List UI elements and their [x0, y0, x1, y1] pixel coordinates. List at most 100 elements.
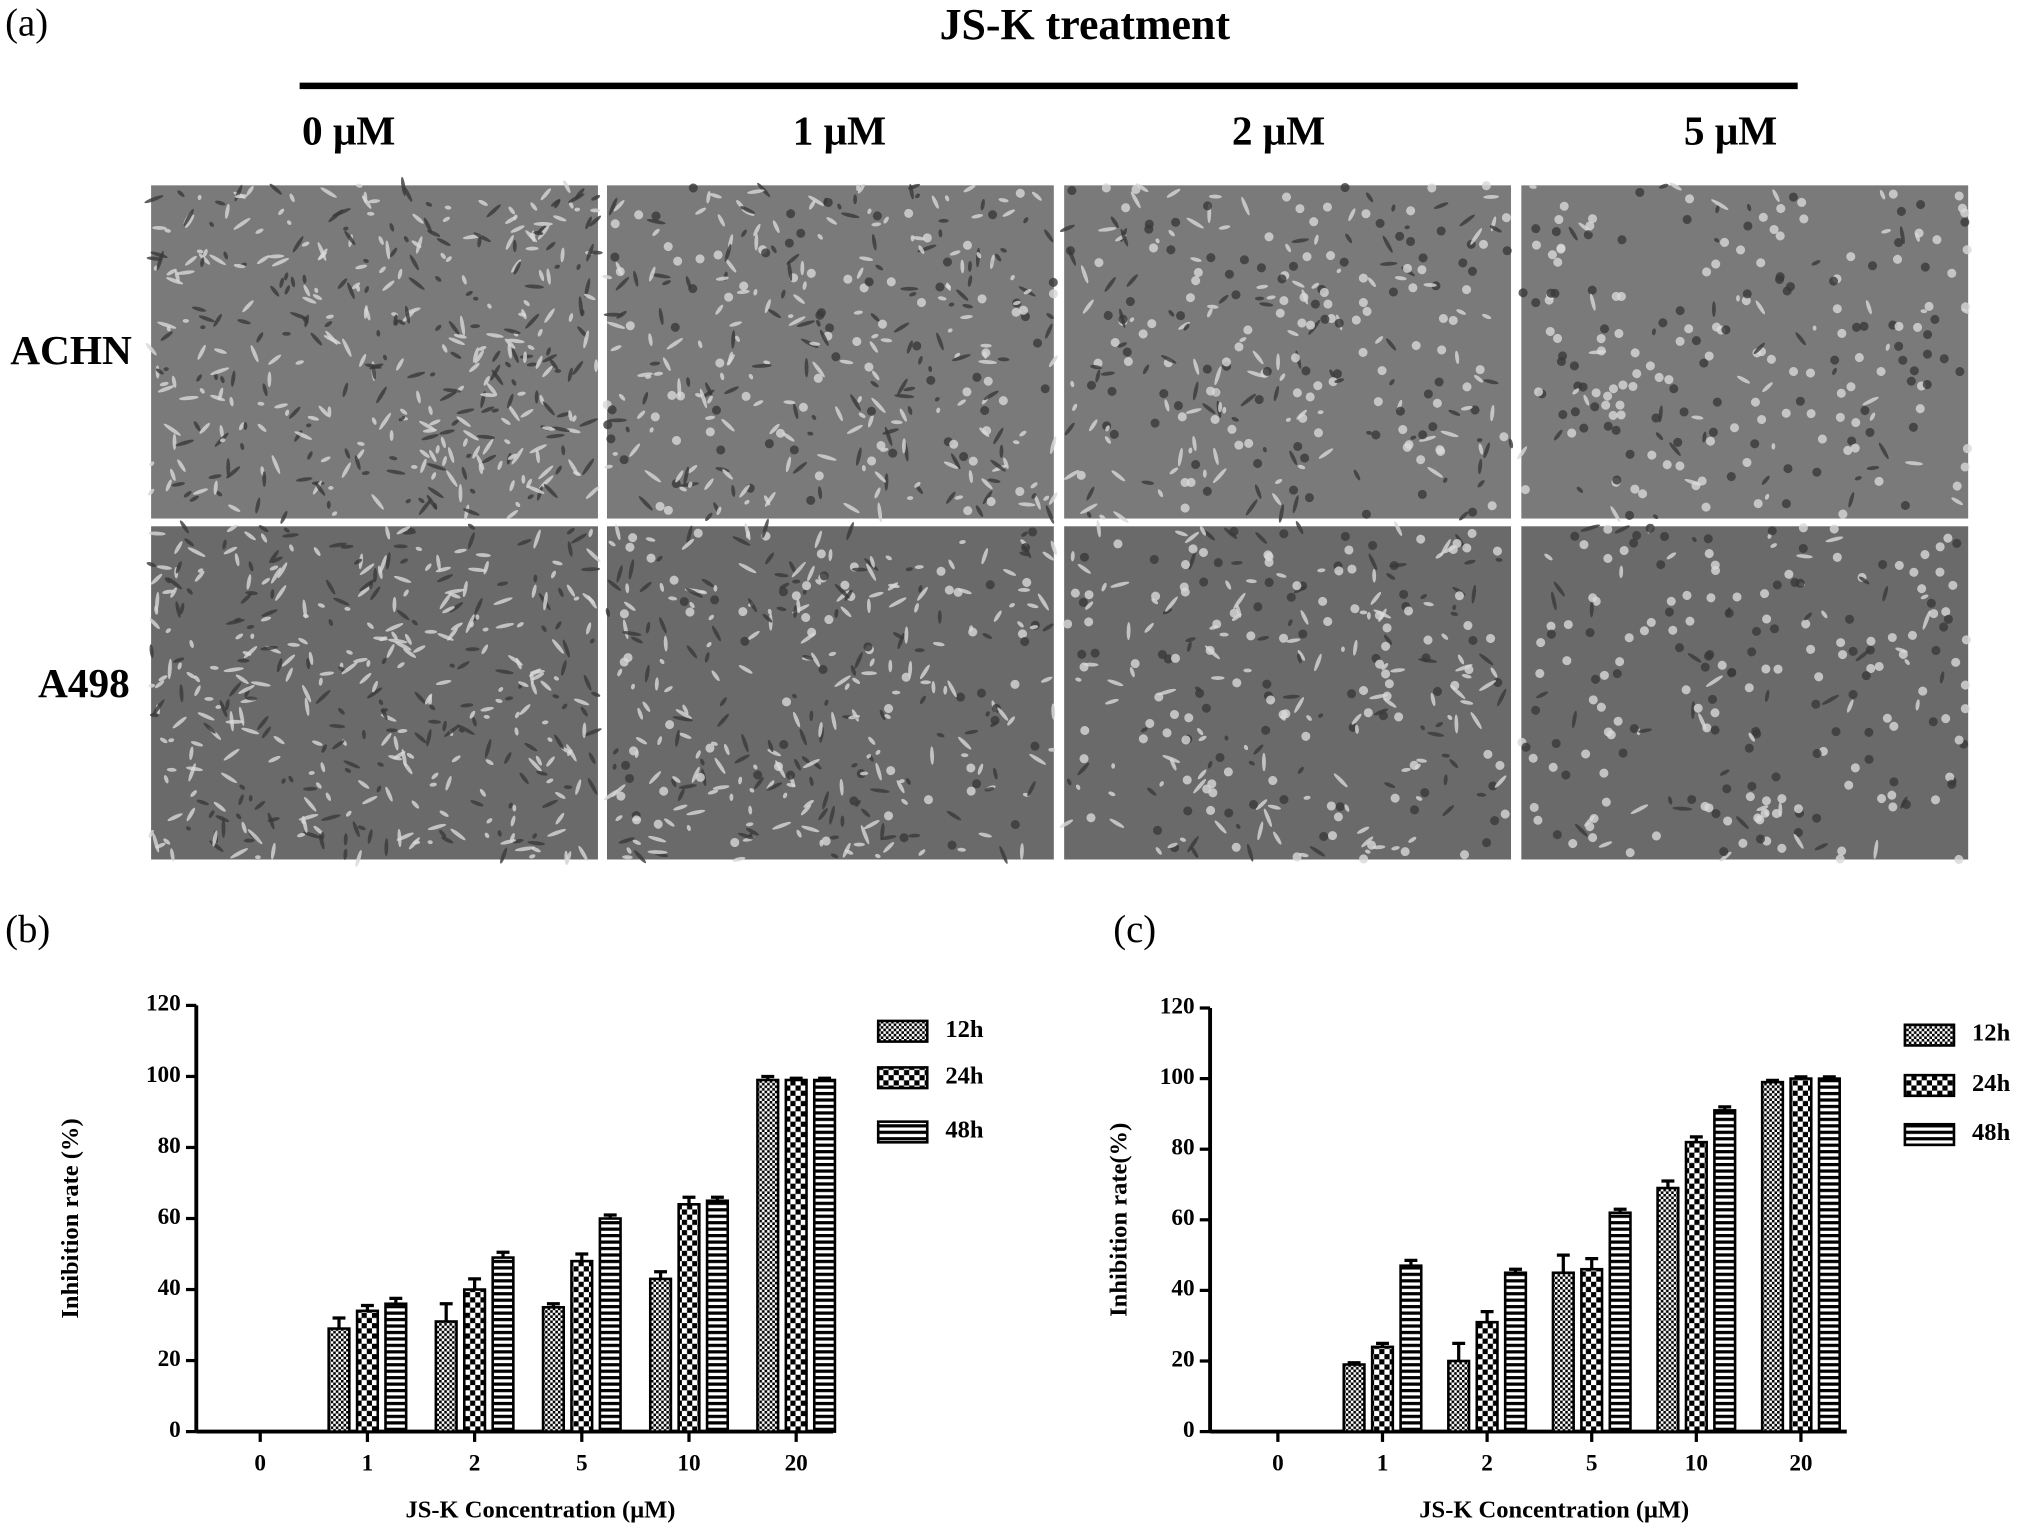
cell — [411, 800, 420, 809]
cell — [753, 400, 764, 407]
cell — [1625, 848, 1635, 858]
cell — [1915, 404, 1925, 414]
cell — [551, 199, 561, 207]
cell — [1113, 539, 1123, 549]
cell — [1245, 499, 1258, 516]
cell — [1702, 267, 1712, 277]
cell — [1389, 379, 1395, 386]
cell — [416, 390, 421, 404]
cell — [1045, 323, 1053, 339]
cell — [872, 211, 882, 221]
cell — [487, 303, 492, 309]
cell — [1048, 289, 1058, 299]
cell — [1619, 546, 1629, 556]
cell — [688, 481, 693, 488]
cell — [1481, 181, 1491, 191]
cell — [1202, 486, 1212, 496]
cell — [1206, 304, 1219, 309]
cell — [787, 314, 794, 319]
cell — [1212, 468, 1227, 484]
cell — [807, 627, 817, 637]
cell — [1266, 695, 1276, 705]
cell — [1454, 591, 1464, 601]
cell — [1433, 202, 1449, 209]
cell — [1669, 182, 1682, 191]
cell — [767, 739, 774, 753]
cell — [1545, 326, 1555, 336]
cell — [1882, 713, 1892, 723]
cell — [709, 193, 722, 199]
cell — [1579, 423, 1589, 433]
cell — [1788, 367, 1799, 377]
cell — [357, 825, 366, 831]
cell — [1730, 423, 1740, 433]
cell — [701, 578, 715, 588]
cell — [267, 254, 285, 259]
cell — [1691, 336, 1701, 346]
cell — [1123, 356, 1133, 367]
cell — [628, 533, 638, 543]
cell — [1011, 307, 1021, 317]
cell — [1777, 794, 1787, 804]
cell — [393, 751, 406, 760]
cell — [613, 748, 619, 755]
cell — [985, 580, 995, 590]
cell — [730, 837, 740, 848]
cell — [540, 680, 552, 691]
cell — [815, 310, 825, 320]
cell — [1772, 189, 1780, 202]
cell — [1477, 480, 1485, 488]
cell — [792, 579, 801, 584]
cell — [967, 275, 973, 287]
cell — [721, 418, 735, 432]
cell — [819, 571, 829, 581]
cell — [450, 622, 463, 631]
cell — [710, 595, 720, 605]
cell — [1732, 592, 1742, 602]
x-axis-title: JS-K Concentration (μM) — [406, 1496, 676, 1523]
cell — [943, 461, 959, 469]
cell — [1571, 710, 1577, 729]
error-bar — [1794, 1075, 1808, 1079]
cell — [1669, 442, 1681, 456]
bar — [491, 1256, 515, 1433]
cell — [1589, 599, 1594, 618]
cell — [541, 720, 549, 725]
cell — [1138, 329, 1148, 339]
cell — [1658, 318, 1668, 328]
cell — [675, 709, 692, 719]
cell — [615, 815, 623, 822]
cell — [871, 222, 882, 227]
cell — [357, 585, 372, 597]
cell — [397, 319, 406, 325]
cell — [475, 553, 491, 558]
cell — [194, 685, 201, 697]
cell — [1521, 742, 1531, 752]
cell — [942, 257, 952, 267]
cell — [831, 352, 841, 362]
cell — [1297, 318, 1307, 328]
cell — [1184, 531, 1200, 544]
cell — [255, 497, 261, 514]
cell — [546, 433, 565, 439]
cell — [478, 199, 488, 206]
cell — [163, 838, 171, 845]
cell — [968, 469, 973, 484]
cell — [1235, 823, 1241, 830]
cell — [287, 642, 300, 647]
cell — [740, 206, 755, 214]
cell — [749, 788, 755, 793]
cell — [1638, 728, 1652, 733]
cell — [155, 592, 160, 612]
cell — [1755, 300, 1766, 315]
cell — [747, 630, 760, 641]
cell — [907, 406, 913, 415]
cell — [1860, 406, 1870, 416]
cell — [906, 496, 914, 500]
cell — [164, 577, 171, 584]
cell — [1149, 554, 1159, 565]
cell — [984, 787, 995, 792]
cell — [763, 360, 771, 365]
cell — [1051, 703, 1056, 720]
y-tick-label: 120 — [1160, 993, 1195, 1019]
